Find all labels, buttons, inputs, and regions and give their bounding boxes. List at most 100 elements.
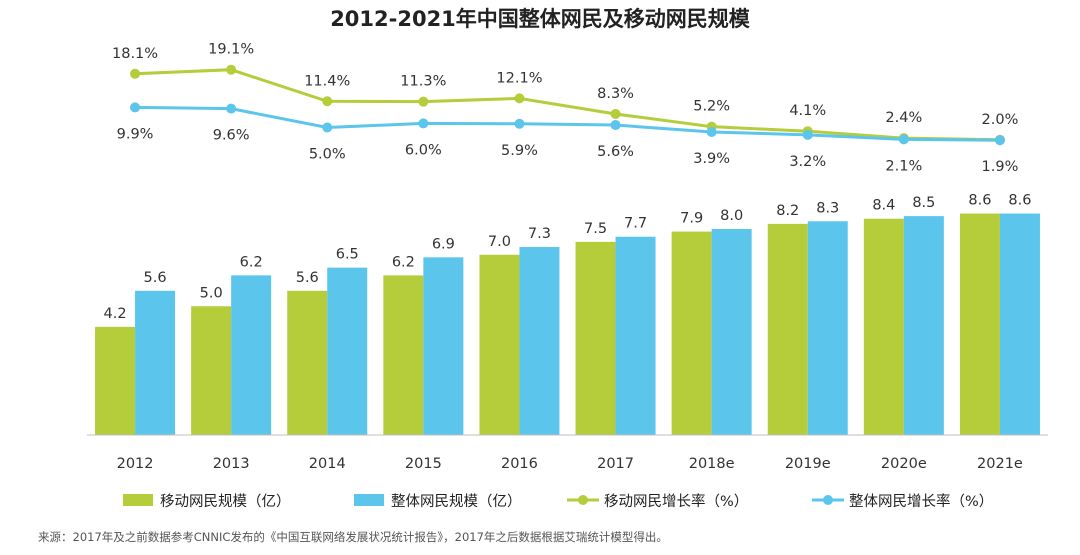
bar-label: 5.0 — [200, 285, 223, 301]
bar-label: 8.5 — [912, 195, 935, 211]
bar-total-2020e — [903, 216, 944, 435]
line-label: 1.9% — [982, 159, 1019, 175]
bar-mobile-2012 — [95, 326, 136, 435]
bar-label: 7.7 — [624, 216, 647, 232]
x-tick-label: 2018e — [689, 456, 735, 472]
line-label: 9.9% — [117, 126, 154, 142]
bar-label: 8.3 — [816, 200, 839, 216]
line-label: 5.9% — [501, 143, 538, 159]
bar-mobile-2018e — [671, 231, 712, 435]
line-label: 5.2% — [693, 99, 730, 115]
chart-title: 2012-2021年中国整体网民及移动网民规模 — [330, 7, 751, 31]
bar-label: 6.9 — [432, 236, 455, 252]
bar-total-2014 — [327, 267, 368, 435]
bar-label: 8.6 — [1008, 193, 1031, 209]
line-point — [418, 96, 429, 107]
line-point — [226, 64, 237, 75]
source-note: 来源：2017年及之前数据参考CNNIC发布的《中国互联网络发展状况统计报告》，… — [38, 530, 668, 544]
legend-label: 整体网民增长率（%） — [849, 493, 993, 510]
legend-swatch-bar — [123, 494, 153, 506]
x-tick-label: 2012 — [117, 456, 154, 472]
line-point — [802, 129, 813, 140]
line-point — [610, 120, 621, 131]
x-tick-label: 2017 — [597, 456, 634, 472]
line-label: 3.2% — [789, 154, 826, 170]
line-point — [610, 108, 621, 119]
legend: 移动网民规模（亿） 整体网民规模（亿） 移动网民增长率（%） 整体网民增长率（%） — [123, 493, 993, 510]
bar-mobile-2013 — [191, 306, 232, 435]
legend-label: 移动网民增长率（%） — [604, 493, 748, 510]
bar-label: 6.5 — [336, 247, 359, 263]
bar-label: 6.2 — [392, 254, 415, 270]
x-tick-label: 2016 — [501, 456, 538, 472]
line-point — [994, 135, 1005, 146]
line-point — [706, 127, 717, 138]
line-label: 5.6% — [597, 144, 634, 160]
line-point — [226, 103, 237, 114]
x-tick-label: 2020e — [881, 456, 927, 472]
x-tick-label: 2015 — [405, 456, 442, 472]
bar-label: 8.6 — [968, 193, 991, 209]
bar-total-2021e — [999, 213, 1040, 435]
bar-mobile-2017 — [575, 241, 616, 435]
line-point — [130, 102, 141, 113]
line-label: 2.1% — [885, 158, 922, 174]
bar-label: 8.2 — [776, 203, 799, 219]
bar-mobile-2015 — [383, 275, 424, 435]
legend-swatch-dot — [578, 495, 588, 505]
bar-label: 7.5 — [584, 221, 607, 237]
legend-swatch-dot — [823, 495, 833, 505]
bar-total-2017 — [615, 236, 656, 435]
bar-total-2019e — [807, 221, 848, 435]
line-label: 4.1% — [789, 103, 826, 119]
bar-label: 4.2 — [104, 306, 127, 322]
line-label: 5.0% — [309, 147, 346, 163]
bar-label: 8.4 — [872, 198, 895, 214]
bar-label: 7.0 — [488, 234, 511, 250]
x-tick-label: 2021e — [977, 456, 1023, 472]
bar-label: 7.3 — [528, 226, 551, 242]
bar-label: 5.6 — [296, 270, 319, 286]
line-label: 9.6% — [213, 128, 250, 144]
line-label: 6.0% — [405, 142, 442, 158]
line-label: 2.4% — [885, 110, 922, 126]
line-point — [514, 118, 525, 129]
line-layer: 18.1% 19.1% 11.4% 11.3% 12.1% 8.3% 5.2% 4.1% 2.4… — [112, 42, 1018, 176]
bar-label: 8.0 — [720, 208, 743, 224]
line-label: 12.1% — [496, 70, 542, 86]
line-label: 18.1% — [112, 46, 158, 62]
bar-label: 7.9 — [680, 211, 703, 227]
line-point — [514, 93, 525, 104]
bar-total-2015 — [423, 257, 464, 435]
line-label: 2.0% — [982, 112, 1019, 128]
x-tick-label: 2013 — [213, 456, 250, 472]
legend-label: 移动网民规模（亿） — [160, 493, 291, 510]
bar-total-2012 — [135, 290, 176, 435]
bar-label: 5.6 — [144, 270, 167, 286]
bar-mobile-2020e — [863, 218, 904, 435]
line-total-growth — [135, 105, 1000, 142]
x-tick-label: 2019e — [785, 456, 831, 472]
x-tick-label: 2014 — [309, 456, 346, 472]
bar-mobile-2019e — [767, 223, 808, 435]
line-point — [322, 122, 333, 133]
line-point — [130, 68, 141, 79]
line-label: 11.4% — [304, 73, 350, 89]
line-label: 8.3% — [597, 86, 634, 102]
line-label: 11.3% — [400, 74, 446, 90]
legend-swatch-bar — [354, 494, 384, 506]
bar-mobile-2014 — [287, 290, 328, 435]
bar-label: 6.2 — [240, 254, 263, 270]
line-point — [898, 134, 909, 145]
bar-total-2013 — [231, 275, 272, 435]
x-tick-layer: 2012 2013 2014 2015 2016 2017 2018e 2019e 2020e 2… — [117, 456, 1023, 472]
line-mobile-growth — [134, 68, 1000, 142]
bar-mobile-2016 — [479, 254, 520, 435]
line-label: 19.1% — [208, 42, 254, 58]
line-point — [322, 96, 333, 107]
bar-layer: 4.2 5.0 5.6 6.2 7.0 7.5 7.9 8.2 8.4 8.6 5.6 6.2 6.5 6… — [95, 193, 1040, 435]
line-point — [418, 118, 429, 129]
bar-mobile-2021e — [959, 213, 1000, 435]
bar-total-2016 — [519, 247, 560, 435]
